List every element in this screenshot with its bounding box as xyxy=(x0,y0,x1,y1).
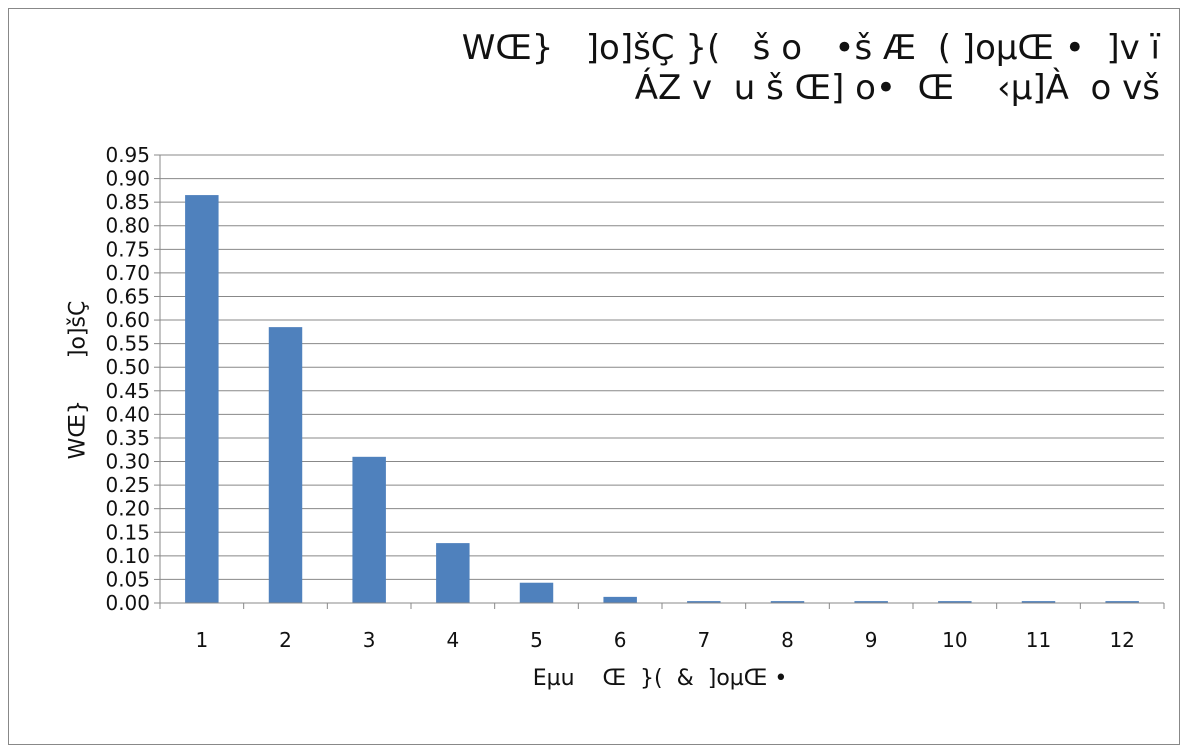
bar-5 xyxy=(519,582,554,603)
y-tick-label: 0.00 xyxy=(105,591,150,615)
x-tick-label: 7 xyxy=(697,628,710,652)
bar-6 xyxy=(603,596,637,603)
axes xyxy=(159,155,1165,609)
chart-title-line-2: ÁZ v u š Œ] o• Œ ‹µ]À o vš xyxy=(634,68,1160,108)
y-tick-label: 0.85 xyxy=(105,190,150,214)
x-tick-label: 10 xyxy=(942,628,967,652)
x-tick-label: 3 xyxy=(363,628,376,652)
y-tick-label: 0.30 xyxy=(105,450,150,474)
y-tick-label: 0.65 xyxy=(105,284,150,308)
y-tick-label: 0.90 xyxy=(105,167,150,191)
x-tick-label: 8 xyxy=(781,628,794,652)
bar-3 xyxy=(352,456,386,603)
bar-10 xyxy=(938,601,972,603)
x-tick-label: 11 xyxy=(1026,628,1051,652)
y-tick-label: 0.10 xyxy=(105,544,150,568)
x-axis-label: Eµu Œ }( & ]oµŒ • xyxy=(532,666,788,691)
y-tick-label: 0.75 xyxy=(105,237,150,261)
x-tick-label: 5 xyxy=(530,628,543,652)
y-tick-label: 0.40 xyxy=(105,402,150,426)
bar-12 xyxy=(1105,601,1139,603)
y-tick-label: 0.70 xyxy=(105,261,150,285)
x-tick-label: 1 xyxy=(195,628,208,652)
gridlines xyxy=(154,154,1164,604)
bar-1 xyxy=(185,195,219,603)
y-tick-labels: 0.000.050.100.150.200.250.300.350.400.45… xyxy=(105,143,150,615)
bar-7 xyxy=(687,601,721,603)
bars xyxy=(185,195,1139,603)
bar-4 xyxy=(436,543,470,603)
bar-2 xyxy=(268,327,303,603)
y-tick-label: 0.80 xyxy=(105,214,150,238)
x-tick-labels: 1 2 3 4 5 6 7 8 9 10 11 12 xyxy=(195,628,1134,652)
bar-9 xyxy=(854,601,888,603)
y-tick-label: 0.20 xyxy=(105,497,150,521)
y-tick-label: 0.25 xyxy=(105,473,150,497)
y-tick-label: 0.45 xyxy=(105,379,150,403)
y-tick-label: 0.50 xyxy=(105,355,150,379)
y-tick-label: 0.15 xyxy=(105,520,150,544)
x-tick-label: 6 xyxy=(614,628,627,652)
x-tick-label: 4 xyxy=(446,628,459,652)
x-tick-label: 2 xyxy=(279,628,292,652)
y-tick-label: 0.05 xyxy=(105,567,150,591)
bar-11 xyxy=(1021,601,1056,603)
y-tick-label: 0.55 xyxy=(105,332,150,356)
bar-8 xyxy=(770,601,805,603)
x-tick-label: 12 xyxy=(1109,628,1134,652)
y-tick-label: 0.35 xyxy=(105,426,150,450)
x-tick-label: 9 xyxy=(865,628,878,652)
y-axis-label: WŒ} ]o]šÇ xyxy=(65,300,91,460)
y-tick-label: 0.95 xyxy=(105,143,150,167)
chart-title-line-1: WŒ} ]o]šÇ }( š o •š Æ ( ]oµŒ • ]v ï xyxy=(461,28,1160,68)
y-tick-label: 0.60 xyxy=(105,308,150,332)
